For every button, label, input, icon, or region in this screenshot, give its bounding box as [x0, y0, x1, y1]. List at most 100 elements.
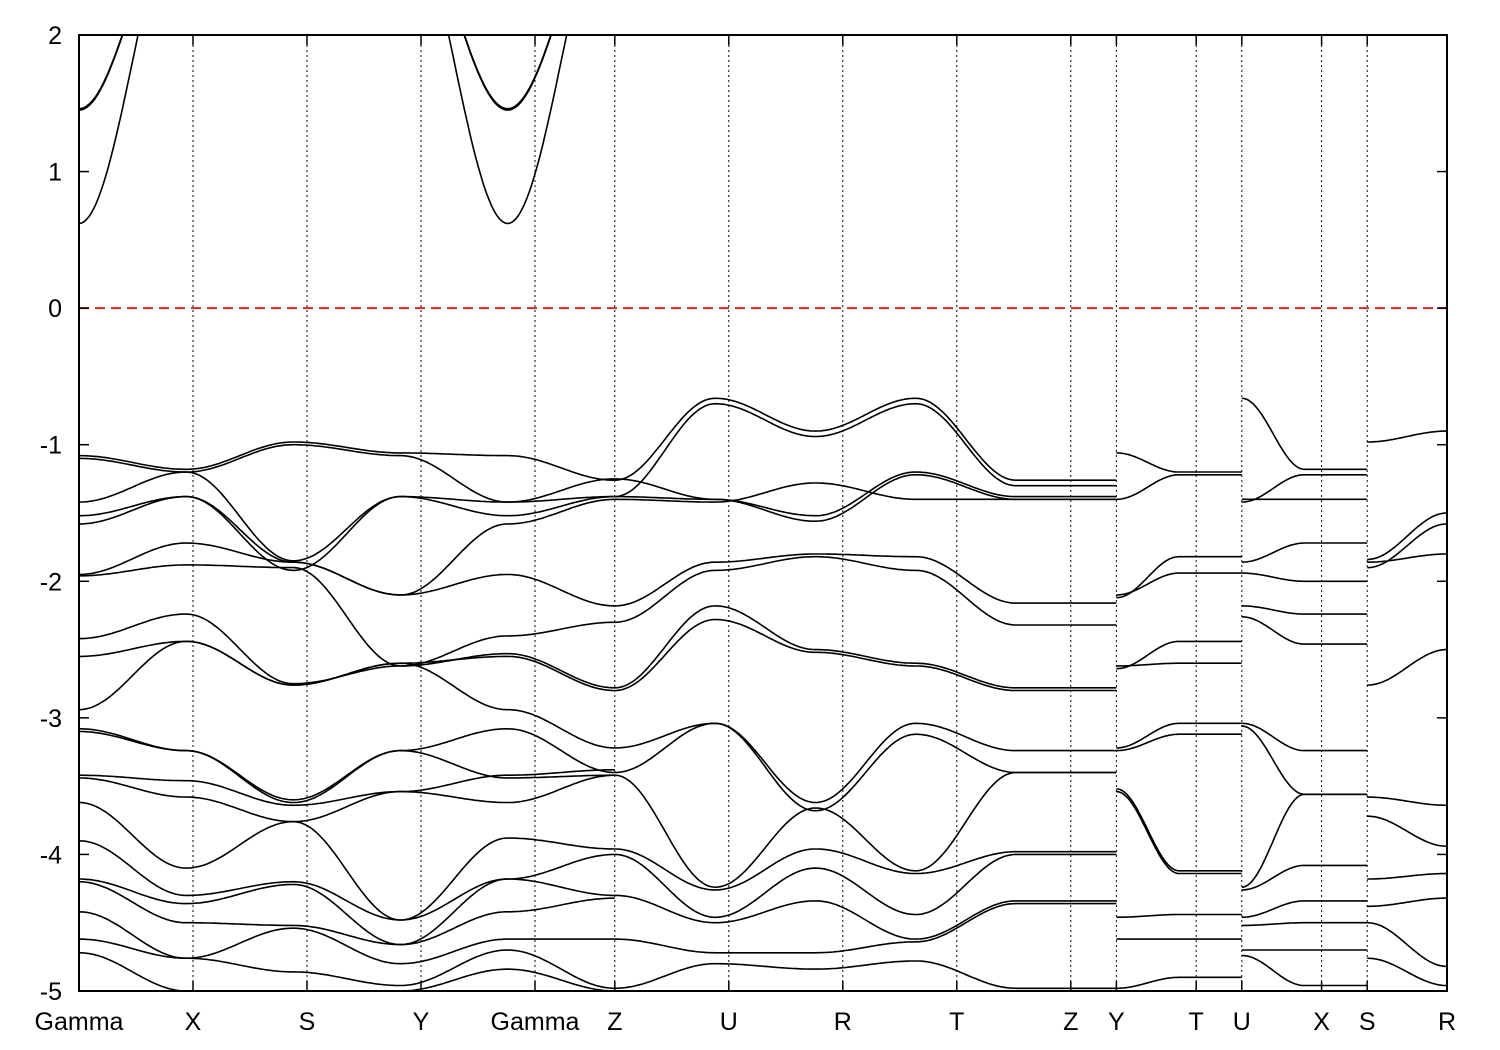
x-tick-label: Gamma — [491, 1008, 580, 1036]
band-0-5 — [79, 471, 615, 562]
band-3-4 — [1241, 572, 1368, 583]
x-tick-label: Z — [1063, 1008, 1078, 1036]
band-1-3 — [614, 474, 1117, 522]
band-4-2 — [1367, 553, 1447, 563]
band-0-15 — [79, 769, 615, 807]
band-1-10 — [614, 722, 1117, 812]
band-4-3 — [1367, 523, 1447, 569]
band-2-5 — [1116, 640, 1242, 670]
band-3-3 — [1241, 542, 1368, 563]
band-0-8 — [79, 542, 615, 607]
band-1-12 — [614, 848, 1117, 891]
band-2-8 — [1116, 788, 1242, 872]
y-tick-label: -5 — [40, 978, 62, 1006]
band-0-7 — [79, 495, 615, 596]
band-2-2 — [1116, 572, 1242, 596]
band-3-10 — [1241, 864, 1368, 891]
band-1-2 — [614, 471, 1117, 517]
band-4-1 — [1367, 512, 1447, 561]
band-1-9 — [614, 722, 1117, 804]
band-1-6 — [614, 555, 1117, 626]
band-0-22 — [79, 938, 615, 990]
x-tick-label: S — [299, 1008, 316, 1036]
plot-frame — [78, 34, 1448, 992]
band-2-0 — [1116, 452, 1242, 473]
band-0-11 — [79, 640, 615, 692]
band-0-2 — [79, 35, 552, 110]
band-0-13 — [79, 728, 615, 801]
y-tick-label: -4 — [40, 841, 62, 869]
y-tick-label: 0 — [48, 295, 62, 323]
band-lines — [79, 35, 1447, 991]
band-2-4 — [1116, 662, 1242, 667]
y-tick-label: 1 — [48, 159, 62, 187]
band-2-3 — [1116, 555, 1242, 599]
axis-ticks — [78, 34, 1448, 992]
band-3-2 — [1241, 474, 1368, 503]
x-tick-label: T — [1189, 1008, 1204, 1036]
y-tick-label: 2 — [48, 22, 62, 50]
band-2-9 — [1116, 790, 1242, 875]
x-tick-label: R — [1438, 1008, 1456, 1036]
band-0-23 — [79, 952, 615, 991]
band-3-9 — [1241, 793, 1368, 888]
band-0-17 — [79, 801, 615, 921]
band-1-7 — [614, 605, 1117, 689]
band-4-6 — [1367, 815, 1447, 847]
band-0-20 — [79, 880, 615, 946]
band-2-12 — [1116, 976, 1242, 990]
band-0-4 — [79, 443, 615, 503]
band-4-9 — [1367, 921, 1447, 968]
y-tick-label: -1 — [40, 432, 62, 460]
x-tick-label: U — [1233, 1008, 1251, 1036]
band-4-5 — [1367, 796, 1447, 807]
band-2-6 — [1116, 722, 1242, 749]
band-2-7 — [1116, 733, 1242, 752]
x-tick-label: Z — [607, 1008, 622, 1036]
band-0-19 — [79, 878, 615, 946]
band-1-5 — [614, 553, 1117, 607]
band-4-10 — [1367, 957, 1447, 987]
band-0-21 — [79, 911, 615, 965]
y-tick-label: -3 — [40, 705, 62, 733]
band-0-0 — [79, 35, 568, 225]
x-tick-label: T — [949, 1008, 964, 1036]
band-4-4 — [1367, 648, 1447, 686]
x-tick-label: Y — [1108, 1008, 1125, 1036]
x-tick-labels: Gamma X S Y Gamma Z U R T Z Y T U X S R — [35, 1008, 1456, 1036]
band-0-18 — [79, 840, 615, 921]
band-0-14 — [79, 730, 615, 804]
band-0-3 — [79, 441, 615, 481]
band-3-8 — [1241, 725, 1368, 796]
x-tick-label: X — [185, 1008, 202, 1036]
x-tick-label: X — [1313, 1008, 1330, 1036]
band-1-0 — [614, 397, 1117, 481]
band-3-5 — [1241, 605, 1368, 615]
band-3-0 — [1241, 397, 1368, 471]
band-0-1 — [79, 35, 553, 111]
x-tick-label: R — [834, 1008, 852, 1036]
band-1-1 — [614, 402, 1117, 498]
band-1-14 — [614, 894, 1117, 940]
band-1-11 — [614, 771, 1117, 889]
band-4-7 — [1367, 872, 1447, 880]
band-1-15 — [614, 902, 1117, 954]
band-3-6 — [1241, 616, 1368, 645]
band-2-10 — [1116, 913, 1242, 919]
band-3-11 — [1241, 900, 1368, 919]
band-3-14 — [1241, 954, 1368, 987]
x-tick-label: S — [1359, 1008, 1376, 1036]
band-1-16 — [614, 960, 1117, 990]
band-0-9 — [79, 564, 615, 667]
band-0-12 — [79, 640, 615, 749]
y-tick-label: -2 — [40, 568, 62, 596]
band-3-12 — [1241, 921, 1368, 927]
band-3-7 — [1241, 722, 1368, 752]
band-1-8 — [614, 618, 1117, 692]
band-4-0 — [1367, 430, 1447, 443]
x-tick-label: Gamma — [35, 1008, 124, 1036]
x-tick-label: U — [720, 1008, 738, 1036]
band-0-16 — [79, 774, 615, 823]
band-2-1 — [1116, 474, 1242, 501]
